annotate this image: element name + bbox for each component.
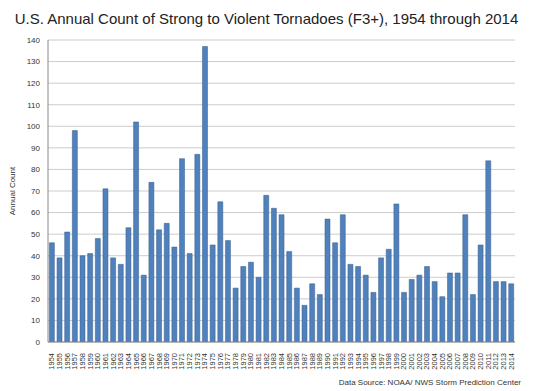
svg-text:2012: 2012 [491,353,501,370]
svg-text:2006: 2006 [445,353,455,370]
svg-text:1960: 1960 [93,353,103,370]
svg-text:1978: 1978 [231,353,241,370]
svg-text:1970: 1970 [169,353,179,370]
svg-text:1982: 1982 [261,353,271,370]
svg-text:Annual Count: Annual Count [8,166,17,215]
svg-text:1991: 1991 [330,353,340,370]
svg-text:1984: 1984 [277,353,286,370]
svg-text:1969: 1969 [162,353,172,370]
svg-text:1985: 1985 [284,353,294,370]
svg-text:2002: 2002 [414,353,424,370]
svg-text:20: 20 [31,295,40,304]
svg-text:70: 70 [31,187,40,196]
html-text:Data Source: NOAA/ NWS Storm P: Data Source: NOAA/ NWS Storm Prediction … [338,378,521,387]
svg-text:10: 10 [31,316,40,325]
svg-text:120: 120 [27,79,41,88]
svg-text:90: 90 [31,144,40,153]
svg-text:0: 0 [36,338,41,347]
svg-text:1988: 1988 [307,353,317,370]
svg-text:80: 80 [31,165,40,174]
svg-text:1958: 1958 [78,353,87,370]
svg-text:1989: 1989 [315,353,325,370]
svg-text:1999: 1999 [391,353,401,370]
svg-text:1967: 1967 [146,353,156,370]
svg-text:40: 40 [31,252,40,261]
svg-text:1963: 1963 [116,353,126,370]
svg-text:140: 140 [27,36,41,45]
svg-text:1973: 1973 [192,353,202,370]
svg-text:1956: 1956 [62,353,72,370]
svg-text:2003: 2003 [422,353,432,370]
svg-text:2000: 2000 [399,353,409,370]
svg-text:130: 130 [27,57,41,66]
svg-text:1972: 1972 [185,353,195,370]
svg-text:2008: 2008 [460,353,470,370]
svg-text:2005: 2005 [437,353,447,370]
svg-text:1971: 1971 [177,353,187,370]
svg-text:1975: 1975 [208,353,218,370]
svg-text:1974: 1974 [200,353,210,370]
svg-text:1979: 1979 [238,353,248,370]
svg-text:30: 30 [31,273,40,282]
svg-text:50: 50 [31,230,40,239]
svg-text:2013: 2013 [499,353,508,370]
svg-text:1954: 1954 [47,353,57,370]
svg-text:60: 60 [31,208,40,217]
svg-text:1966: 1966 [139,353,149,370]
svg-text:1955: 1955 [55,353,64,370]
svg-text:1976: 1976 [215,353,225,370]
svg-text:2007: 2007 [453,353,463,370]
svg-text:1959: 1959 [85,353,95,370]
svg-text:1998: 1998 [384,353,394,370]
svg-text:1983: 1983 [269,353,279,370]
svg-text:1957: 1957 [70,353,80,370]
svg-text:1968: 1968 [154,353,164,370]
svg-text:2001: 2001 [407,353,417,370]
html-text:U.S. Annual Count of Strong to: U.S. Annual Count of Strong to Violent T… [14,10,519,27]
svg-text:1997: 1997 [376,353,386,370]
svg-text:1964: 1964 [123,353,133,370]
svg-text:1996: 1996 [368,353,378,370]
svg-text:1980: 1980 [246,353,256,370]
svg-text:1987: 1987 [300,353,309,370]
svg-text:1995: 1995 [361,353,371,370]
svg-text:1992: 1992 [338,353,348,370]
svg-text:1962: 1962 [108,353,118,370]
svg-text:1993: 1993 [345,353,355,370]
svg-text:2014: 2014 [507,353,516,370]
svg-text:2004: 2004 [430,353,440,370]
svg-text:110: 110 [27,101,40,110]
svg-text:1981: 1981 [254,353,263,370]
svg-text:1994: 1994 [353,353,363,370]
svg-text:1961: 1961 [100,353,110,370]
svg-text:100: 100 [27,122,41,131]
svg-text:2010: 2010 [476,353,485,370]
svg-text:2009: 2009 [468,353,478,370]
svg-text:2011: 2011 [483,353,493,370]
svg-text:1986: 1986 [292,353,302,370]
svg-text:1977: 1977 [223,353,233,370]
svg-text:1990: 1990 [322,353,332,370]
svg-text:1965: 1965 [131,353,141,370]
